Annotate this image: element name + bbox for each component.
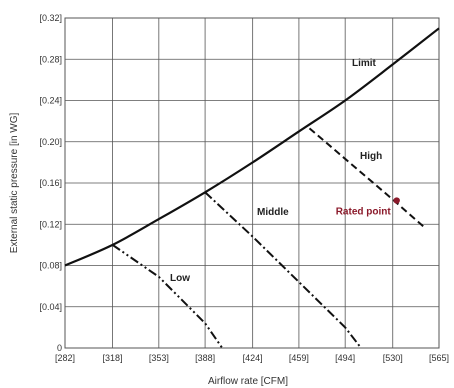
rated-point-marker [393, 197, 400, 204]
curve-labels: Limit High Middle Low Rated point [170, 58, 391, 284]
plot-frame [64, 17, 440, 349]
x-tick-label: [459] [289, 353, 309, 363]
rated-point-label: Rated point [336, 207, 392, 218]
x-tick-label: [353] [149, 353, 169, 363]
series-label-low: Low [170, 273, 190, 284]
x-tick-label: [388] [195, 353, 215, 363]
y-axis-title: External static pressure [in WG] [9, 112, 20, 253]
y-tick-label: [0.08] [39, 261, 62, 271]
x-tick-label: [565] [429, 353, 449, 363]
y-tick-label: [0.12] [39, 219, 62, 229]
y-tick-label: [0.16] [39, 178, 62, 188]
series-line-limit [64, 27, 440, 267]
y-tick-label: [0.24] [39, 96, 62, 106]
x-tick-label: [282] [55, 353, 75, 363]
series-label-high: High [360, 151, 382, 162]
series-line-low [112, 244, 224, 349]
x-tick-label: [530] [383, 353, 403, 363]
series-line-high [308, 127, 426, 229]
y-tick-label: [0.20] [39, 137, 62, 147]
y-tick-label: 0 [57, 343, 62, 353]
y-tick-label: [0.28] [39, 54, 62, 64]
grid [64, 17, 440, 349]
series-label-limit: Limit [352, 58, 377, 69]
x-tick-label: [424] [243, 353, 263, 363]
x-tick-label: [318] [103, 353, 123, 363]
series-layer [64, 27, 440, 349]
y-tick-label: [0.32] [39, 13, 62, 23]
x-axis-title: Airflow rate [CFM] [208, 376, 288, 387]
y-tick-label: [0.04] [39, 302, 62, 312]
tick-labels: [282] [318] [353] [388] [424] [459] [494] [530]… [39, 13, 449, 363]
x-tick-label: [494] [335, 353, 355, 363]
series-label-middle: Middle [257, 207, 289, 218]
